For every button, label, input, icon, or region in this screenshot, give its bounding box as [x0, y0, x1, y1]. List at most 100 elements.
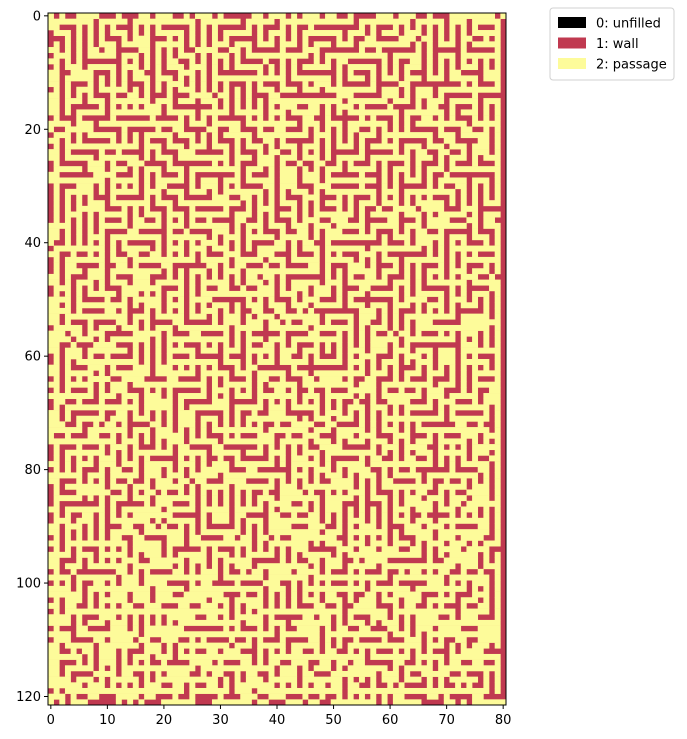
heatmap-cell-passage [280, 200, 297, 206]
heatmap-cell-passage [144, 206, 150, 212]
heatmap-cell-passage [223, 433, 229, 439]
heatmap-cell-passage [257, 41, 274, 47]
heatmap-cell-passage [223, 268, 240, 274]
heatmap-cell-passage [302, 115, 314, 121]
heatmap-cell-passage [88, 535, 94, 541]
heatmap-cell-passage [449, 58, 455, 64]
heatmap-cell-passage [65, 291, 71, 297]
heatmap-cell-passage [99, 665, 105, 671]
heatmap-cell-passage [48, 699, 54, 705]
heatmap-cell-passage [291, 387, 297, 393]
heatmap-cell-passage [302, 172, 319, 178]
heatmap-cell-passage [65, 382, 94, 388]
heatmap-cell-passage [449, 444, 455, 450]
heatmap-cell-passage [314, 416, 331, 422]
heatmap-cell-passage [461, 348, 501, 354]
heatmap-cell-passage [393, 325, 399, 331]
heatmap-cell-passage [427, 682, 433, 688]
heatmap-cell-passage [257, 393, 297, 399]
heatmap-cell-passage [449, 115, 455, 121]
heatmap-cell-passage [48, 177, 105, 183]
heatmap-cell-passage [167, 376, 179, 382]
heatmap-cell-passage [280, 19, 354, 25]
heatmap-cell-passage [54, 166, 83, 172]
heatmap-cell-passage [302, 217, 319, 223]
heatmap-cell-passage [449, 30, 455, 36]
heatmap-cell-passage [404, 229, 410, 235]
heatmap-cell-passage [370, 302, 387, 308]
heatmap-cell-passage [291, 455, 308, 461]
heatmap-cell-passage [65, 274, 71, 280]
heatmap-cell-passage [201, 274, 207, 280]
heatmap-cell-passage [65, 529, 71, 535]
heatmap-cell-passage [201, 416, 218, 422]
heatmap-cell-passage [223, 98, 229, 104]
heatmap-cell-passage [291, 246, 297, 252]
heatmap-cell-passage [189, 223, 229, 229]
heatmap-cell-passage [155, 81, 161, 87]
heatmap-cell-passage [144, 53, 150, 59]
heatmap-cell-passage [291, 280, 320, 286]
heatmap-cell-passage [365, 376, 377, 382]
heatmap-cell-passage [274, 240, 286, 246]
heatmap-cell-passage [438, 489, 444, 495]
heatmap-cell-passage [472, 41, 501, 47]
heatmap-cell-passage [189, 563, 195, 569]
heatmap-cell-passage [404, 421, 410, 427]
heatmap-cell-passage [99, 280, 105, 286]
heatmap-cell-passage [449, 195, 455, 201]
heatmap-cell-passage [235, 421, 241, 427]
heatmap-cell-passage [472, 234, 489, 240]
heatmap-cell-passage [133, 552, 139, 558]
heatmap-cell-passage [54, 87, 60, 93]
heatmap-cell-passage [370, 336, 399, 342]
heatmap-cell-passage [144, 552, 161, 558]
heatmap-cell-passage [110, 495, 127, 501]
heatmap-cell-passage [427, 98, 444, 104]
heatmap-cell-passage [167, 472, 184, 478]
heatmap-cell-passage [269, 575, 309, 581]
heatmap-cell-passage [48, 603, 60, 609]
heatmap-cell-passage [48, 563, 60, 569]
heatmap-cell-passage [291, 342, 297, 348]
heatmap-cell-passage [438, 160, 444, 166]
heatmap-cell-passage [189, 177, 195, 183]
heatmap-cell-passage [495, 234, 501, 240]
heatmap-cell-passage [382, 274, 388, 280]
heatmap-cell-passage [438, 592, 444, 598]
heatmap-cell-passage [76, 631, 138, 637]
heatmap-cell-passage [291, 189, 308, 195]
heatmap-cell-passage [449, 109, 455, 115]
heatmap-cell-passage [495, 682, 501, 688]
heatmap-cell-passage [325, 569, 331, 575]
heatmap-cell-passage [382, 501, 388, 507]
heatmap-cell-passage [65, 36, 71, 42]
heatmap-cell-passage [291, 240, 297, 246]
heatmap-cell-passage [393, 353, 399, 359]
heatmap-cell-passage [472, 365, 478, 371]
heatmap-cell-passage [472, 541, 478, 547]
heatmap-cell-passage [495, 132, 501, 138]
heatmap-cell-passage [495, 518, 501, 524]
heatmap-cell-passage [122, 58, 128, 64]
heatmap-cell-passage [353, 660, 365, 666]
heatmap-cell-passage [280, 552, 286, 558]
heatmap-cell-passage [495, 251, 501, 257]
heatmap-cell-passage [257, 626, 263, 632]
heatmap-cell-passage [48, 365, 60, 371]
heatmap-cell-passage [269, 541, 309, 547]
heatmap-cell-passage [348, 688, 490, 694]
heatmap-cell-passage [280, 648, 286, 654]
heatmap-cell-passage [212, 444, 224, 450]
y-tick-label: 100 [16, 577, 41, 592]
heatmap-cell-passage [336, 643, 342, 649]
heatmap-cell-passage [133, 563, 173, 569]
heatmap-cell-passage [155, 592, 172, 598]
heatmap-cell-passage [189, 41, 195, 47]
heatmap-cell-passage [291, 223, 308, 229]
heatmap-cell-passage [189, 541, 252, 547]
heatmap-cell-passage [88, 200, 105, 206]
heatmap-cell-passage [280, 104, 297, 110]
heatmap-cell-passage [461, 506, 478, 512]
heatmap-cell-passage [348, 404, 365, 410]
